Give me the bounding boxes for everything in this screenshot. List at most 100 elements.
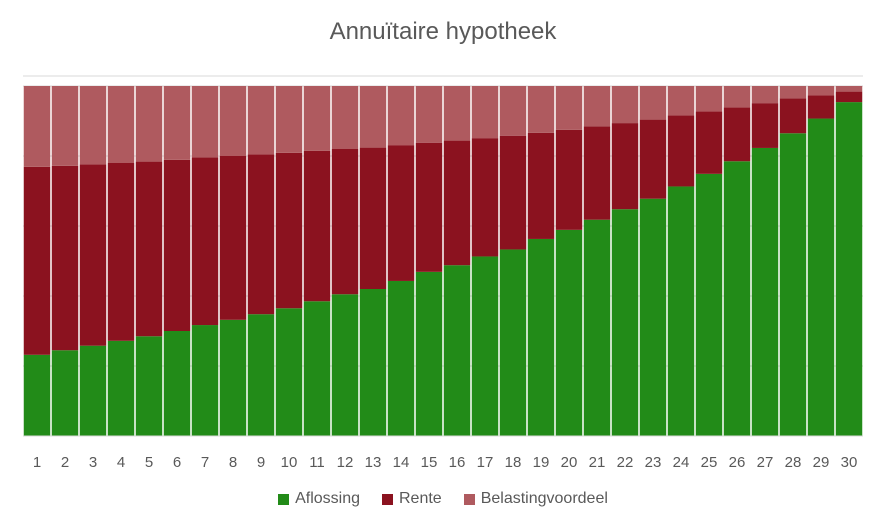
bar-belastingvoordeel-11	[303, 86, 331, 151]
x-tick-label: 29	[813, 454, 830, 471]
bar-rente-20	[555, 129, 583, 230]
bar-belastingvoordeel-2	[51, 86, 79, 166]
x-tick-label: 6	[173, 454, 181, 471]
legend-label: Aflossing	[295, 490, 360, 507]
bar-aflossing-23	[639, 198, 667, 436]
bar-rente-9	[247, 154, 275, 315]
bar-belastingvoordeel-6	[163, 86, 191, 160]
bar-belastingvoordeel-4	[107, 86, 135, 163]
x-tick-label: 16	[449, 454, 466, 471]
bar-aflossing-6	[163, 331, 191, 436]
bar-aflossing-20	[555, 229, 583, 436]
chart-title: Annuïtaire hypotheek	[329, 18, 557, 45]
x-tick-label: 11	[309, 454, 325, 471]
bar-belastingvoordeel-25	[695, 86, 723, 112]
bar-aflossing-16	[443, 265, 471, 436]
bar-aflossing-17	[471, 256, 499, 436]
bar-aflossing-5	[135, 336, 163, 436]
bar-aflossing-3	[79, 345, 107, 436]
bar-belastingvoordeel-12	[331, 86, 359, 149]
x-tick-label: 24	[673, 454, 690, 471]
bar-aflossing-22	[611, 209, 639, 436]
bar-aflossing-2	[51, 350, 79, 436]
bar-belastingvoordeel-13	[359, 86, 387, 148]
bar-belastingvoordeel-19	[527, 86, 555, 133]
bar-rente-23	[639, 119, 667, 199]
x-tick-label: 14	[393, 454, 410, 471]
legend-label: Rente	[399, 490, 442, 507]
bar-belastingvoordeel-1	[23, 86, 51, 167]
bar-aflossing-25	[695, 173, 723, 436]
bar-rente-28	[779, 98, 807, 134]
bar-rente-13	[359, 147, 387, 289]
bar-rente-5	[135, 161, 163, 337]
bar-rente-16	[443, 140, 471, 266]
bar-belastingvoordeel-28	[779, 86, 807, 99]
bar-belastingvoordeel-27	[751, 86, 779, 104]
bar-rente-29	[807, 95, 835, 119]
bar-aflossing-7	[191, 325, 219, 436]
bar-aflossing-8	[219, 319, 247, 436]
bar-rente-11	[303, 150, 331, 302]
legend-swatch	[463, 493, 475, 505]
bar-belastingvoordeel-15	[415, 86, 443, 143]
bar-aflossing-21	[583, 219, 611, 436]
bar-belastingvoordeel-17	[471, 86, 499, 139]
bar-belastingvoordeel-20	[555, 86, 583, 130]
bar-aflossing-27	[751, 147, 779, 436]
bar-aflossing-26	[723, 161, 751, 436]
x-tick-label: 2	[61, 454, 69, 471]
bar-rente-21	[583, 126, 611, 220]
bar-belastingvoordeel-16	[443, 86, 471, 141]
bar-aflossing-12	[331, 294, 359, 436]
bar-rente-22	[611, 123, 639, 210]
bar-rente-25	[695, 111, 723, 174]
bar-aflossing-29	[807, 118, 835, 437]
bar-belastingvoordeel-7	[191, 86, 219, 158]
bar-belastingvoordeel-18	[499, 86, 527, 136]
bar-aflossing-18	[499, 249, 527, 436]
bar-aflossing-30	[835, 102, 863, 436]
legend-item-aflossing: Aflossing	[278, 490, 360, 508]
x-tick-label: 27	[757, 454, 774, 471]
x-tick-label: 18	[505, 454, 522, 471]
bar-aflossing-14	[387, 280, 415, 436]
bar-rente-12	[331, 149, 359, 295]
x-tick-label: 13	[365, 454, 382, 471]
bar-belastingvoordeel-26	[723, 86, 751, 108]
bar-aflossing-4	[107, 340, 135, 436]
bar-aflossing-24	[667, 186, 695, 436]
bar-belastingvoordeel-10	[275, 86, 303, 153]
legend-item-belastingvoordeel: Belastingvoordeel	[463, 490, 608, 508]
bar-belastingvoordeel-30	[835, 86, 863, 92]
legend-swatch	[278, 493, 290, 505]
x-tick-label: 22	[617, 454, 634, 471]
bar-rente-19	[527, 132, 555, 239]
bar-rente-18	[499, 135, 527, 250]
bar-rente-7	[191, 157, 219, 326]
bar-rente-30	[835, 91, 863, 103]
legend-swatch	[382, 493, 393, 505]
legend-item-rente: Rente	[382, 490, 442, 508]
x-tick-label: 12	[337, 454, 354, 471]
bar-belastingvoordeel-29	[807, 86, 835, 96]
bar-belastingvoordeel-3	[79, 86, 107, 165]
stacked-bar-chart: 1 2 3 4 5 6 7 8 9 10 11 12 13 14 15 16 17 18 19 20 21 22 23 24 2…	[23, 75, 863, 471]
x-tick-label: 30	[841, 454, 858, 471]
bar-rente-8	[219, 156, 247, 320]
bar-rente-14	[387, 145, 415, 281]
x-tick-label: 5	[145, 454, 153, 471]
bar-belastingvoordeel-21	[583, 86, 611, 127]
bar-belastingvoordeel-24	[667, 86, 695, 116]
bar-rente-15	[415, 142, 443, 272]
x-tick-label: 8	[229, 454, 237, 471]
bar-rente-17	[471, 138, 499, 257]
bar-rente-27	[751, 103, 779, 148]
bar-aflossing-19	[527, 238, 555, 436]
x-tick-label: 9	[257, 454, 265, 471]
x-tick-label: 28	[785, 454, 802, 471]
bar-rente-26	[723, 107, 751, 162]
bar-aflossing-9	[247, 314, 275, 436]
legend-label: Belastingvoordeel	[480, 490, 608, 507]
x-tick-label: 15	[421, 454, 438, 471]
